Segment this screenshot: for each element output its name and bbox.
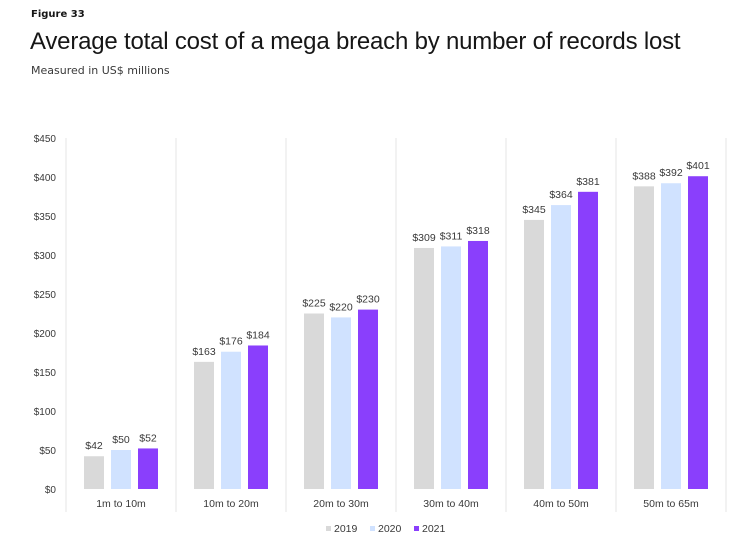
y-axis: $0 $50 $100 $150 $200 $250 $300 $350 $400 $450 xyxy=(34,134,57,496)
chart-subtitle: Measured in US$ millions xyxy=(31,64,170,77)
value-label: $381 xyxy=(576,176,600,188)
bar-2020-3 xyxy=(331,317,351,489)
figure-label: Figure 33 xyxy=(31,9,85,20)
legend-swatch-2019 xyxy=(326,526,331,531)
value-label: $388 xyxy=(632,170,656,182)
value-label: $230 xyxy=(356,294,380,306)
value-label: $184 xyxy=(246,329,270,341)
value-label: $364 xyxy=(549,189,573,201)
value-label: $318 xyxy=(466,225,490,237)
bar-2019-2 xyxy=(194,361,214,489)
legend-label: 2019 xyxy=(334,523,358,535)
bar-2019-5 xyxy=(524,219,544,489)
y-tick-label: $150 xyxy=(34,368,57,379)
x-tick-label: 40m to 50m xyxy=(533,498,589,510)
bar-2020-2 xyxy=(221,351,241,489)
bar-2019-1 xyxy=(84,456,104,489)
bar-2021-2 xyxy=(248,345,268,489)
legend-swatch-2021 xyxy=(414,526,419,531)
x-tick-label: 1m to 10m xyxy=(96,498,146,510)
bars xyxy=(84,176,708,490)
value-label: $176 xyxy=(219,336,243,348)
legend: 2019 2020 2021 xyxy=(326,523,446,535)
bar-2020-1 xyxy=(111,450,131,489)
bar-2021-4 xyxy=(468,240,488,489)
bar-2019-6 xyxy=(634,186,654,490)
y-tick-label: $400 xyxy=(34,173,57,184)
legend-label: 2020 xyxy=(378,523,402,535)
category-separators xyxy=(65,138,727,512)
value-label: $52 xyxy=(139,432,157,444)
y-tick-label: $50 xyxy=(39,446,56,457)
value-label: $220 xyxy=(329,301,353,313)
value-label: $163 xyxy=(192,346,216,358)
bar-2020-4 xyxy=(441,246,461,489)
bar-2019-4 xyxy=(414,247,434,489)
bar-2021-5 xyxy=(578,191,598,489)
value-label: $50 xyxy=(112,434,130,446)
bar-2021-1 xyxy=(138,448,158,489)
x-tick-label: 10m to 20m xyxy=(203,498,259,510)
bar-2021-3 xyxy=(358,309,378,489)
y-tick-label: $450 xyxy=(34,134,57,145)
legend-label: 2021 xyxy=(422,523,446,535)
value-label: $401 xyxy=(686,160,710,172)
value-label: $225 xyxy=(302,298,326,310)
legend-swatch-2020 xyxy=(370,526,375,531)
y-tick-label: $200 xyxy=(34,329,57,340)
bar-2019-3 xyxy=(304,313,324,489)
value-label: $309 xyxy=(412,232,436,244)
value-label: $345 xyxy=(522,204,546,216)
y-tick-label: $0 xyxy=(45,485,57,496)
x-axis: 1m to 10m 10m to 20m 20m to 30m 30m to 40m 4… xyxy=(96,498,699,510)
x-tick-label: 20m to 30m xyxy=(313,498,369,510)
bar-2021-6 xyxy=(688,176,708,489)
y-tick-label: $350 xyxy=(34,212,57,223)
x-tick-label: 50m to 65m xyxy=(643,498,699,510)
bar-2020-5 xyxy=(551,205,571,489)
value-label: $392 xyxy=(659,167,683,179)
value-label: $42 xyxy=(85,440,103,452)
y-tick-label: $250 xyxy=(34,290,57,301)
value-labels: $42 $50 $52 $163$176$184 $225 $220$230 $309 $31… xyxy=(85,160,710,452)
y-tick-label: $300 xyxy=(34,251,57,262)
x-tick-label: 30m to 40m xyxy=(423,498,479,510)
bar-2020-6 xyxy=(661,183,681,490)
value-label: $311 xyxy=(440,230,463,242)
chart-title: Average total cost of a mega breach by n… xyxy=(30,28,681,55)
y-tick-label: $100 xyxy=(34,407,57,418)
